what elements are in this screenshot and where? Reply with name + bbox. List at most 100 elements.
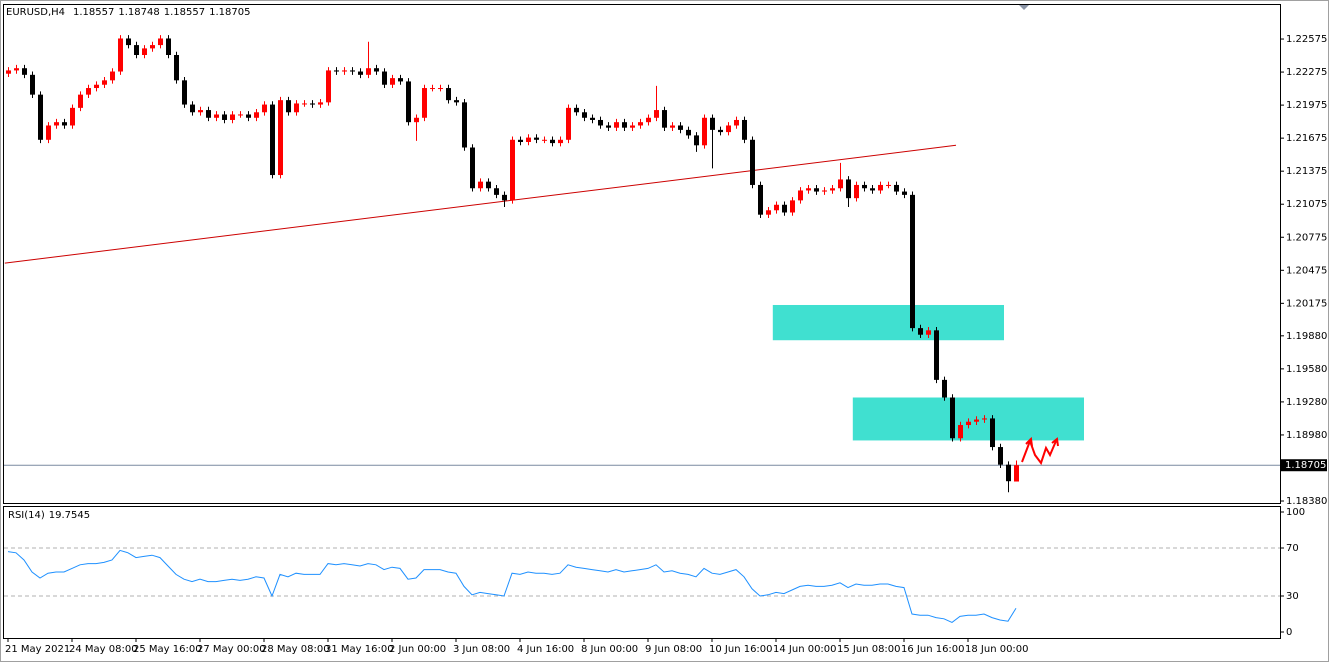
candle-body xyxy=(702,117,707,146)
candle-body xyxy=(278,100,283,176)
y-tick-label: 1.21975 xyxy=(1286,100,1327,111)
candle-body xyxy=(670,125,675,128)
trend-line xyxy=(4,144,957,264)
candle-body xyxy=(262,104,267,113)
candle-body xyxy=(926,330,931,335)
candle-body xyxy=(390,78,395,85)
ohlc-low: 1.18557 xyxy=(164,7,205,18)
candle-body xyxy=(350,70,355,72)
candle-body xyxy=(750,139,755,185)
candle-body xyxy=(190,104,195,113)
candle-body xyxy=(558,139,563,144)
candle-body xyxy=(622,122,627,128)
candle-body xyxy=(982,418,987,420)
shift-marker xyxy=(1019,5,1029,10)
y-tick-label: 1.20775 xyxy=(1286,232,1327,243)
rsi-value: 19.7545 xyxy=(49,510,90,521)
candle-body xyxy=(398,78,403,82)
candle-body xyxy=(510,139,515,201)
candle-body xyxy=(454,100,459,103)
y-tick-label: 1.20475 xyxy=(1286,265,1327,276)
candle-body xyxy=(854,184,859,199)
rsi-frame xyxy=(3,506,1281,639)
candle-body xyxy=(326,70,331,103)
candle-body xyxy=(54,122,59,126)
candle-body xyxy=(550,139,555,144)
candle-body xyxy=(1014,465,1019,482)
candle-body xyxy=(710,117,715,130)
candle-body xyxy=(518,139,523,142)
candle-body xyxy=(694,135,699,146)
candle-body xyxy=(406,81,411,123)
candle-body xyxy=(310,103,315,105)
rsi-label: RSI(14) 19.7545 xyxy=(8,510,90,521)
candle-body xyxy=(318,102,323,105)
zone xyxy=(772,304,1004,341)
candle-body xyxy=(374,68,379,72)
candle-body xyxy=(334,70,339,72)
candle-body xyxy=(342,70,347,72)
candle-body xyxy=(358,71,363,75)
main-frame xyxy=(3,4,1281,504)
candle-body xyxy=(414,117,419,123)
candle-body xyxy=(958,425,963,439)
candle-body xyxy=(902,191,907,195)
candle-body xyxy=(158,38,163,46)
symbol: EURUSD,H4 xyxy=(6,7,65,18)
x-tick-label: 27 May 00:00 xyxy=(197,644,266,655)
candle-body xyxy=(486,181,491,189)
candle-body xyxy=(382,71,387,85)
y-tick-label: 1.19880 xyxy=(1286,331,1327,342)
candle-body xyxy=(942,379,947,398)
candle-body xyxy=(998,447,1003,465)
rsi-tick-label: 30 xyxy=(1286,591,1299,602)
x-tick-label: 14 Jun 00:00 xyxy=(773,644,837,655)
x-tick-label: 10 Jun 16:00 xyxy=(709,644,773,655)
candle-body xyxy=(206,110,211,118)
candle-body xyxy=(166,38,171,55)
candle-body xyxy=(742,119,747,140)
chart-header: EURUSD,H4 1.18557 1.18748 1.18557 1.18705 xyxy=(6,7,250,18)
candle-body xyxy=(862,184,867,189)
x-tick-label: 8 Jun 00:00 xyxy=(581,644,638,655)
candle-body xyxy=(462,102,467,148)
candle-body xyxy=(1006,464,1011,482)
candle-body xyxy=(6,70,11,74)
candle-body xyxy=(222,114,227,120)
candle-body xyxy=(70,107,75,126)
candle-body xyxy=(270,104,275,176)
candle-body xyxy=(646,117,651,123)
candle-body xyxy=(870,188,875,191)
candle-body xyxy=(526,137,531,142)
candle-body xyxy=(582,112,587,118)
candle-body xyxy=(718,129,723,133)
candle-body xyxy=(446,88,451,101)
x-tick-label: 25 May 16:00 xyxy=(133,644,202,655)
candle-body xyxy=(638,122,643,126)
candle-body xyxy=(126,38,131,46)
candle-body xyxy=(950,397,955,439)
candle-body xyxy=(830,188,835,191)
x-tick-label: 21 May 2021 xyxy=(5,644,70,655)
candle-body xyxy=(94,84,99,89)
candle-body xyxy=(230,114,235,120)
candle-body xyxy=(470,147,475,189)
candle-body xyxy=(806,188,811,191)
candle-body xyxy=(542,139,547,141)
candle-body xyxy=(614,122,619,128)
candle-body xyxy=(14,68,19,71)
x-tick-label: 15 Jun 08:00 xyxy=(837,644,901,655)
candle-body xyxy=(502,194,507,201)
candle-body xyxy=(790,200,795,213)
candle-body xyxy=(894,184,899,192)
candle-body xyxy=(838,179,843,189)
candle-body xyxy=(366,68,371,75)
candle-body xyxy=(654,110,659,118)
ohlc-close: 1.18705 xyxy=(209,7,250,18)
candle-body xyxy=(238,114,243,116)
ohlc-open: 1.18557 xyxy=(73,7,114,18)
price-box xyxy=(1281,459,1327,472)
candle-body xyxy=(566,107,571,140)
candle-body xyxy=(814,188,819,192)
